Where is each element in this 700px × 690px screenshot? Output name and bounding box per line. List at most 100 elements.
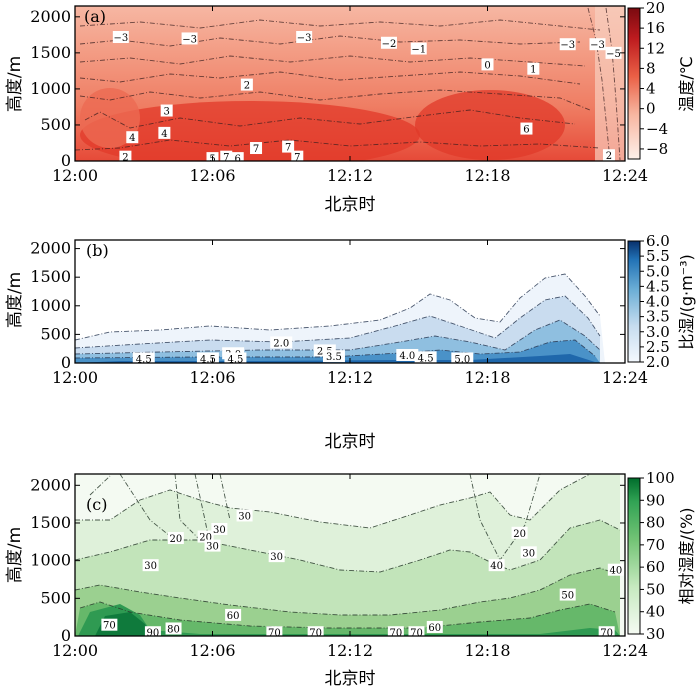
contour-label-box bbox=[220, 150, 233, 161]
contour-label-text: 70 bbox=[410, 628, 423, 639]
contour-label-box bbox=[408, 626, 425, 636]
contour-label: −3 bbox=[559, 38, 576, 51]
contour-label-box bbox=[240, 78, 253, 91]
panel-c-colorbar-ticks: 100 90 80 70 60 50 40 30 bbox=[640, 469, 675, 643]
panel-c-x-axis-label: 北京时 bbox=[325, 669, 376, 689]
contour-label: 7 bbox=[250, 142, 263, 155]
contour-label-text: 7 bbox=[285, 143, 291, 154]
contour-label-box bbox=[520, 546, 537, 559]
y-tick-label: 1500 bbox=[30, 43, 71, 62]
contour-label-box bbox=[527, 62, 540, 75]
panel-b-label: (b) bbox=[86, 241, 109, 260]
contour-label: −1 bbox=[410, 42, 427, 56]
contour-label: 40 bbox=[607, 563, 624, 577]
x-tick-label: 12:12 bbox=[327, 166, 373, 185]
panel-a-y-ticks: 0 500 1000 1500 2000 bbox=[30, 7, 625, 170]
x-tick-label: 12:00 bbox=[52, 641, 98, 660]
contour-label: 2 bbox=[119, 150, 132, 164]
contour-label: 70 bbox=[598, 626, 615, 639]
colorbar-tick-label: −4 bbox=[646, 120, 668, 138]
x-tick-label: 12:12 bbox=[327, 368, 373, 387]
contour-label-box bbox=[414, 351, 437, 363]
contour-label-box bbox=[197, 530, 214, 543]
colorbar-tick-label: 16 bbox=[646, 19, 665, 37]
panel-b-field: 4.54.53.04.52.02.53.54.04.55.0 bbox=[75, 273, 605, 365]
contour-label: 80 bbox=[165, 622, 182, 635]
contour-label-text: 50 bbox=[561, 591, 574, 602]
contour-label-text: 30 bbox=[522, 548, 535, 559]
x-tick-label: 12:00 bbox=[52, 166, 98, 185]
contour-label-text: −5 bbox=[606, 49, 621, 60]
contour-label: 70 bbox=[387, 626, 404, 636]
panel-b-x-axis-label: 北京时 bbox=[325, 432, 376, 452]
panel-b-contour-labels: 4.54.53.04.52.02.53.54.04.55.0 bbox=[132, 336, 474, 365]
contour-label: 2 bbox=[240, 78, 253, 92]
contour-label-box bbox=[488, 559, 505, 572]
panel-c-x-ticks: 12:00 12:06 12:12 12:18 12:24 bbox=[52, 474, 648, 660]
contour-label: 50 bbox=[559, 588, 576, 602]
contour-label: 30 bbox=[211, 523, 228, 536]
colorbar-tick-label: 6.0 bbox=[646, 232, 670, 250]
contour-label-box bbox=[426, 620, 443, 633]
contour-label: 6 bbox=[231, 152, 244, 161]
colorbar-tick-label: 4 bbox=[646, 80, 656, 98]
panel-b-y-axis-label: 高度/m bbox=[5, 272, 25, 328]
colorbar-tick-label: 2.0 bbox=[646, 353, 670, 371]
contour-label-text: 40 bbox=[490, 561, 503, 572]
contour-label: 7 bbox=[282, 140, 295, 154]
contour-label: 6 bbox=[520, 122, 533, 136]
x-tick-label: 12:24 bbox=[602, 166, 648, 185]
contour-label-text: 4.5 bbox=[136, 354, 152, 365]
contour-label-box bbox=[410, 42, 427, 55]
contour-label: 4 bbox=[126, 131, 139, 144]
contour-label-box bbox=[296, 31, 313, 43]
contour-label-box bbox=[119, 150, 132, 161]
contour-label-box bbox=[511, 526, 528, 539]
x-tick-label: 12:24 bbox=[602, 641, 648, 660]
contour-label-text: 4 bbox=[161, 129, 167, 140]
panel-a-field: −3−3−3−2−1−3−3−5012344257677762 bbox=[75, 6, 625, 164]
colorbar-tick-label: −8 bbox=[646, 140, 668, 158]
contour-label-text: 2 bbox=[122, 153, 128, 164]
x-tick-label: 12:06 bbox=[189, 166, 235, 185]
contour-label-box bbox=[396, 348, 419, 361]
contour-label: 20 bbox=[511, 526, 528, 540]
contour-label-box bbox=[181, 32, 198, 45]
contour-label-text: 40 bbox=[609, 566, 622, 577]
y-tick-label: 2000 bbox=[30, 475, 71, 494]
y-tick-label: 0 bbox=[61, 353, 71, 372]
colorbar-tick-label: 8 bbox=[646, 59, 656, 77]
contour-label-text: 90 bbox=[147, 628, 160, 639]
colorbar-tick-label: 3.5 bbox=[646, 308, 670, 326]
contour-label: 60 bbox=[426, 620, 443, 634]
contour-label-text: −3 bbox=[560, 40, 575, 51]
contour-label-box bbox=[282, 140, 295, 153]
contour-label: 40 bbox=[488, 559, 505, 572]
panel-b-y-ticks: 0 500 1000 1500 2000 bbox=[30, 239, 625, 372]
y-tick-label: 1000 bbox=[30, 79, 71, 98]
contour-label-box bbox=[266, 626, 283, 636]
colorbar-tick-label: 90 bbox=[646, 491, 665, 509]
panel-a-contour-labels: −3−3−3−2−1−3−3−5012344257677762 bbox=[112, 31, 622, 164]
contour-label-text: 0 bbox=[484, 60, 490, 71]
panel-b-colorbar-title: 比湿/(g·m⁻³) bbox=[677, 254, 696, 350]
contour-label: −3 bbox=[296, 31, 313, 44]
contour-label-text: 30 bbox=[206, 542, 219, 553]
contour-label-text: 3.5 bbox=[326, 352, 342, 363]
contour-label: 4.5 bbox=[224, 352, 247, 363]
contour-label-text: 80 bbox=[167, 624, 180, 635]
contour-label-text: 1 bbox=[530, 65, 536, 76]
colorbar-tick-label: 30 bbox=[646, 625, 665, 643]
contour-label-box bbox=[270, 336, 293, 349]
panel-c-label: (c) bbox=[86, 495, 107, 514]
colorbar-tick-label: 20 bbox=[646, 0, 665, 17]
colorbar-tick-label: 2.5 bbox=[646, 338, 670, 356]
panel-b-specific-humidity: 4.54.53.04.52.02.53.54.04.55.0 (b) 12:00… bbox=[5, 232, 696, 452]
y-tick-label: 2000 bbox=[30, 7, 71, 26]
contour-label-box bbox=[605, 46, 622, 59]
contour-label: 60 bbox=[225, 608, 242, 622]
contour-label-box bbox=[589, 38, 606, 51]
contour-label-box bbox=[126, 131, 139, 144]
contour-label-text: 70 bbox=[600, 628, 613, 639]
